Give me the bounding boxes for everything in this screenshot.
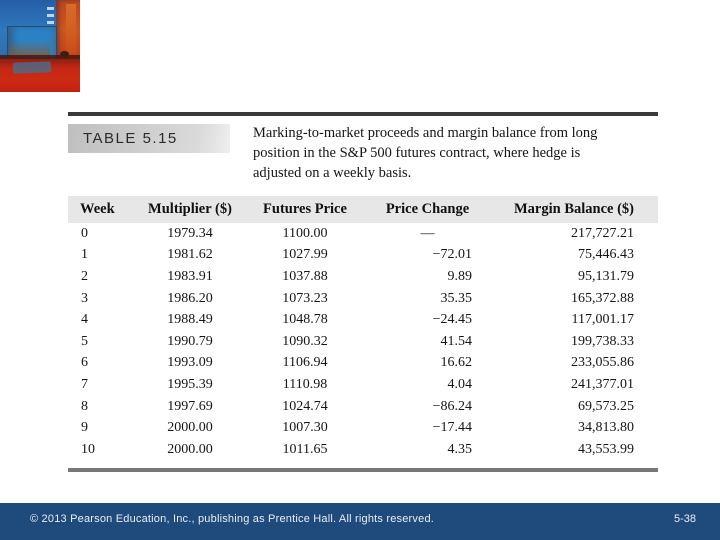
cell-margin-balance: 69,573.25	[578, 398, 634, 414]
table-row: 6 1993.09 1106.94 16.62 233,055.86	[68, 353, 658, 375]
cell-margin-balance: 199,738.33	[571, 333, 634, 349]
art-shape	[60, 51, 69, 57]
cell-margin-balance: 217,727.21	[571, 225, 634, 241]
cell-multiplier: 1993.09	[167, 355, 213, 371]
column-header-week: Week	[68, 196, 135, 223]
table-row: 4 1988.49 1048.78 −24.45 117,001.17	[68, 309, 658, 331]
cell-multiplier: 1995.39	[167, 376, 213, 392]
cell-price-change: −24.45	[432, 312, 472, 328]
column-header-price-change: Price Change	[365, 196, 490, 223]
cell-margin-balance: 165,372.88	[571, 290, 634, 306]
cell-multiplier: 1983.91	[167, 268, 213, 284]
cell-multiplier: 1997.69	[167, 398, 213, 414]
table-row: 5 1990.79 1090.32 41.54 199,738.33	[68, 331, 658, 353]
cell-multiplier: 2000.00	[167, 441, 213, 457]
copyright-text: © 2013 Pearson Education, Inc., publishi…	[30, 513, 435, 525]
cell-week: 0	[81, 225, 88, 241]
cell-margin-balance: 95,131.79	[578, 268, 634, 284]
cell-futures-price: 1090.32	[282, 333, 328, 349]
cell-week: 4	[81, 312, 88, 328]
cell-multiplier: 1981.62	[167, 247, 213, 263]
cell-week: 9	[81, 420, 88, 436]
cell-week: 1	[81, 247, 88, 263]
art-shape	[66, 4, 76, 54]
caption-line: adjusted on a weekly basis.	[253, 165, 412, 181]
column-header-futures-price: Futures Price	[245, 196, 365, 223]
cell-price-change: —	[420, 225, 435, 241]
table-row: 10 2000.00 1011.65 4.35 43,553.99	[68, 439, 658, 461]
art-shape	[12, 61, 52, 74]
cell-multiplier: 1988.49	[167, 312, 213, 328]
cell-margin-balance: 233,055.86	[571, 355, 634, 371]
table-row: 9 2000.00 1007.30 −17.44 34,813.80	[68, 417, 658, 439]
cell-futures-price: 1073.23	[282, 290, 328, 306]
cell-week: 5	[81, 333, 88, 349]
figure-top-rule	[68, 112, 658, 116]
cell-week: 7	[81, 376, 88, 392]
cell-margin-balance: 43,553.99	[578, 441, 634, 457]
cell-futures-price: 1100.00	[282, 225, 328, 241]
table-row: 1 1981.62 1027.99 −72.01 75,446.43	[68, 245, 658, 267]
cell-week: 3	[81, 290, 88, 306]
cell-futures-price: 1106.94	[282, 355, 328, 371]
abstract-art-image	[0, 0, 80, 92]
cell-price-change: −86.24	[432, 398, 472, 414]
cell-futures-price: 1011.65	[282, 441, 328, 457]
cell-multiplier: 1990.79	[167, 333, 213, 349]
cell-price-change: 4.04	[447, 376, 473, 392]
cell-margin-balance: 117,001.17	[571, 312, 634, 328]
cell-price-change: 16.62	[440, 355, 473, 371]
table-header-row: Week Multiplier ($) Futures Price Price …	[68, 196, 658, 223]
cell-futures-price: 1110.98	[282, 376, 328, 392]
cell-price-change: 41.54	[440, 333, 473, 349]
cell-multiplier: 1979.34	[167, 225, 213, 241]
cell-futures-price: 1007.30	[282, 420, 328, 436]
table-row: 2 1983.91 1037.88 9.89 95,131.79	[68, 266, 658, 288]
column-header-multiplier: Multiplier ($)	[135, 196, 245, 223]
cell-margin-balance: 75,446.43	[578, 247, 634, 263]
caption-line: Marking-to-market proceeds and margin ba…	[253, 125, 598, 141]
table-row: 7 1995.39 1110.98 4.04 241,377.01	[68, 374, 658, 396]
table-caption: Marking-to-market proceeds and margin ba…	[253, 123, 658, 183]
data-table: Week Multiplier ($) Futures Price Price …	[68, 196, 658, 461]
caption-line: position in the S&P 500 futures contract…	[253, 145, 581, 161]
cell-multiplier: 1986.20	[167, 290, 213, 306]
figure-bottom-rule	[68, 468, 658, 472]
cell-multiplier: 2000.00	[167, 420, 213, 436]
cell-price-change: 35.35	[440, 290, 473, 306]
cell-week: 2	[81, 268, 88, 284]
cell-week: 8	[81, 398, 88, 414]
cell-week: 6	[81, 355, 88, 371]
cell-margin-balance: 241,377.01	[571, 376, 634, 392]
table-row: 3 1986.20 1073.23 35.35 165,372.88	[68, 288, 658, 310]
table-label: TABLE 5.15	[68, 124, 230, 153]
art-shape	[0, 55, 80, 61]
art-shape	[47, 7, 54, 31]
cell-week: 10	[81, 441, 95, 457]
cell-futures-price: 1027.99	[282, 247, 328, 263]
column-header-margin-balance: Margin Balance ($)	[490, 196, 658, 223]
cell-futures-price: 1037.88	[282, 268, 328, 284]
cell-margin-balance: 34,813.80	[578, 420, 634, 436]
cell-futures-price: 1024.74	[282, 398, 328, 414]
page-number: 5-38	[673, 513, 696, 525]
table-figure: TABLE 5.15 Marking-to-market proceeds an…	[68, 112, 658, 472]
cell-price-change: −72.01	[432, 247, 472, 263]
cell-price-change: −17.44	[432, 420, 472, 436]
cell-price-change: 4.35	[447, 441, 473, 457]
table-row: 8 1997.69 1024.74 −86.24 69,573.25	[68, 396, 658, 418]
figure-header: TABLE 5.15 Marking-to-market proceeds an…	[68, 116, 658, 188]
table-row: 0 1979.34 1100.00 — 217,727.21	[68, 223, 658, 245]
cell-price-change: 9.89	[447, 268, 473, 284]
footer-bar: © 2013 Pearson Education, Inc., publishi…	[0, 503, 720, 540]
cell-futures-price: 1048.78	[282, 312, 328, 328]
